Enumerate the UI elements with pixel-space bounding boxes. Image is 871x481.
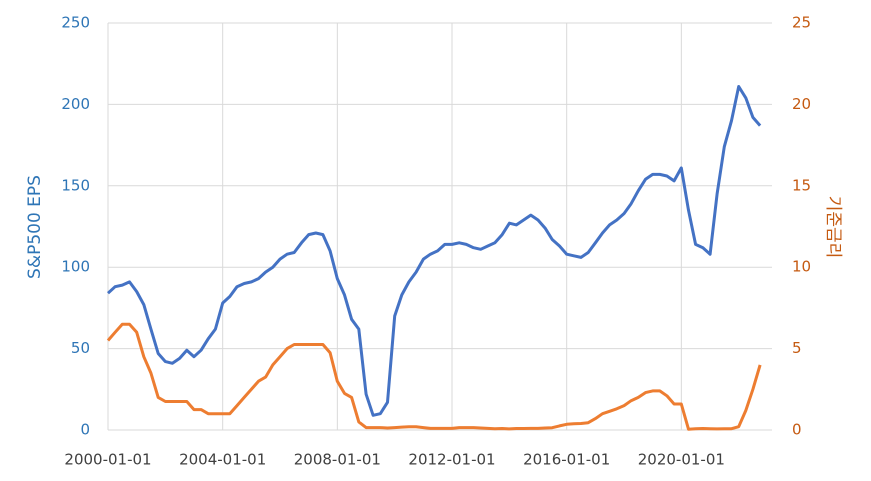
series-line bbox=[106, 85, 762, 417]
y2-tick-label: 0 bbox=[792, 421, 802, 439]
y-tick-label: 50 bbox=[71, 339, 90, 357]
y2-tick-label: 15 bbox=[792, 176, 811, 194]
y-tick-label: 100 bbox=[61, 258, 90, 276]
y-tick-label: 200 bbox=[61, 95, 90, 113]
y2-tick-label: 20 bbox=[792, 95, 811, 113]
y-tick-label: 0 bbox=[80, 421, 90, 439]
y2-tick-label: 10 bbox=[792, 258, 811, 276]
x-tick-label: 2000-01-01 bbox=[64, 451, 151, 469]
x-tick-label: 2020-01-01 bbox=[638, 451, 725, 469]
y2-tick-label: 5 bbox=[792, 339, 802, 357]
x-tick-label: 2008-01-01 bbox=[294, 451, 381, 469]
y2-tick-label: 25 bbox=[792, 14, 811, 32]
x-tick-label: 2016-01-01 bbox=[523, 451, 610, 469]
y-tick-label: 250 bbox=[61, 14, 90, 32]
y-axis-label: S&P500 EPS bbox=[25, 175, 45, 279]
y-tick-label: 150 bbox=[61, 176, 90, 194]
y2-axis-label: 기준금리 bbox=[823, 196, 843, 259]
series-line bbox=[106, 322, 762, 431]
x-tick-label: 2012-01-01 bbox=[408, 451, 495, 469]
x-tick-label: 2004-01-01 bbox=[179, 451, 266, 469]
